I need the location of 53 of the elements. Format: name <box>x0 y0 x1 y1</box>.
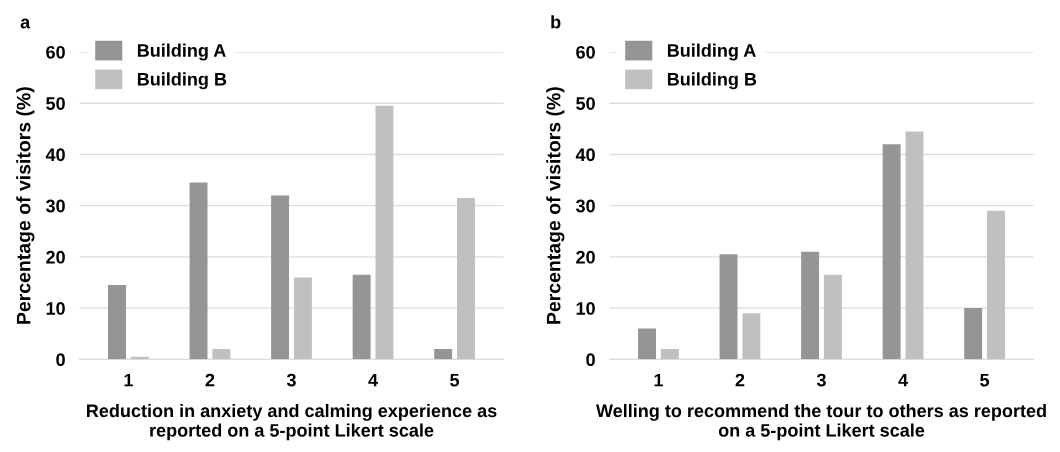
bar <box>905 131 924 360</box>
x-tick-label: 2 <box>205 373 215 387</box>
y-tick-label: 40 <box>575 148 595 162</box>
y-tick-label: 20 <box>46 250 65 264</box>
legend-label: Building A <box>137 43 226 61</box>
y-tick-label: 20 <box>576 250 595 264</box>
bar <box>375 105 394 360</box>
bar <box>823 274 842 360</box>
bar <box>189 182 208 360</box>
x-tick-label: 5 <box>450 373 460 387</box>
bar <box>987 210 1005 360</box>
x-tick-label: 2 <box>735 373 745 387</box>
x-tick-label: 4 <box>368 373 378 387</box>
bar <box>742 313 761 360</box>
bar <box>271 195 290 360</box>
y-tick-label: 60 <box>576 45 595 59</box>
x-tick-label: 1 <box>654 373 663 387</box>
bar <box>964 308 983 360</box>
x-tick-label: 3 <box>816 373 826 387</box>
bar <box>434 349 453 360</box>
legend-label: Building B <box>137 72 227 90</box>
y-tick-label: 30 <box>45 199 65 213</box>
y-tick-label: 10 <box>576 302 595 315</box>
chart-title: b <box>551 15 561 29</box>
x-tick-label: 1 <box>124 373 133 387</box>
bar <box>293 277 312 360</box>
y-axis-title: Percentage of visitors (%) <box>16 87 35 324</box>
chart-title: a <box>20 18 31 29</box>
y-axis-title: Percentage of visitors (%) <box>546 87 565 324</box>
bar <box>638 328 656 360</box>
legend-label: Building A <box>667 43 756 61</box>
y-tick-label: 40 <box>45 148 65 162</box>
x-tick-label: 5 <box>980 373 990 387</box>
y-tick-label: 30 <box>575 199 595 213</box>
y-tick-label: 0 <box>586 353 595 367</box>
bar <box>660 349 679 360</box>
x-tick-label: 4 <box>898 373 908 387</box>
y-tick-label: 10 <box>46 302 65 315</box>
bar <box>801 251 820 360</box>
x-axis-title: Welling to recommend the tour to others as reported on a 5-point Likert scale <box>595 403 1046 441</box>
y-tick-label: 50 <box>46 97 65 110</box>
bar <box>108 285 126 360</box>
y-tick-label: 60 <box>46 45 65 59</box>
bar <box>457 197 475 360</box>
bar <box>212 349 231 360</box>
y-tick-label: 0 <box>56 353 65 367</box>
bar <box>882 144 901 360</box>
bar <box>352 274 371 360</box>
x-tick-label: 3 <box>286 373 296 387</box>
x-axis-title: Reduction in anxiety and calming experience as reported on a 5-point Likert scale <box>87 403 497 441</box>
bar <box>719 254 738 360</box>
y-tick-label: 50 <box>576 97 595 110</box>
legend-label: Building B <box>667 72 757 90</box>
